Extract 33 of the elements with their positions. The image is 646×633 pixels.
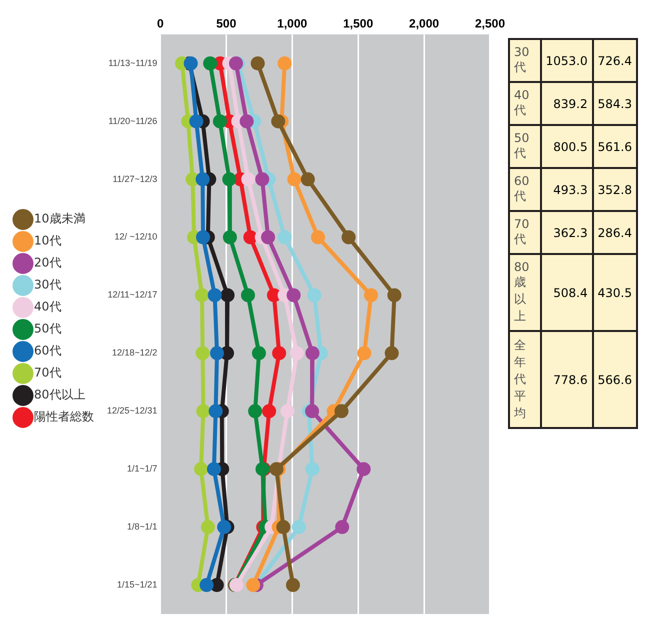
x-tick-label: 2,000 [409,16,440,31]
y-tick-label: 1/1~1/7 [127,464,158,474]
legend-label: 10歳未満 [34,212,86,226]
text: 50代 800.5 561.6 [514,131,632,160]
text: 70代 362.3 286.4 [514,217,632,246]
text: 80歳以上 508.4 430.5 [514,260,632,323]
text: 60代 493.3 352.8 [514,174,632,203]
x-tick-label: 2,500 [474,16,506,31]
x-tick-label: 1,000 [277,16,308,31]
legend-label: 80代以上 [34,388,86,402]
y-tick-label: 11/13~11/19 [108,58,158,68]
legend-label: 陽性者総数 [34,410,94,424]
y-tick-label: 12/11~12/17 [108,290,158,300]
legend-label: 70代 [34,366,62,380]
x-tick-label: 1,500 [343,16,374,31]
y-tick-label: 11/27~12/3 [112,174,158,184]
legend-label: 20代 [34,256,62,270]
legend-label: 40代 [34,300,62,314]
y-tick-label: 12/25~12/31 [106,406,158,416]
text: 30代 1053.0 726.4 [514,45,632,74]
legend-label: 60代 [34,344,62,358]
legend-label: 30代 [34,278,62,292]
y-tick-label: 1/8~1/1 [127,522,158,532]
x-tick-label: 0 [156,16,164,31]
y-tick-label: 11/20~11/26 [108,116,158,126]
y-tick-label: 12/18~12/2 [112,348,158,358]
x-tick-label: 500 [216,16,237,31]
legend-label: 50代 [34,322,62,336]
legend-label: 10代 [34,234,62,248]
text: 全年代平均 778.6 566.6 [514,338,632,420]
y-tick-label: 1/15~1/21 [117,580,158,590]
y-tick-label: 12/ ~12/10 [114,232,158,242]
text: 40代 839.2 584.3 [514,88,632,117]
